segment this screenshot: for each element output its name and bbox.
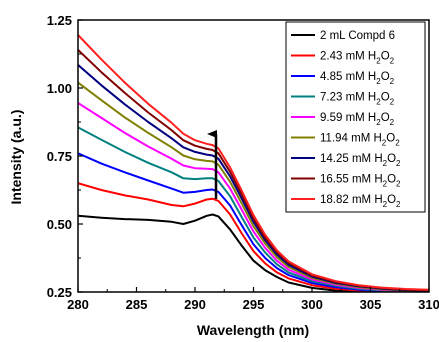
legend-entry: 18.82 mM H2O2 [320,194,401,209]
series-line-1 [78,182,414,292]
legend-entry: 2.43 mM H2O2 [320,51,395,66]
x-tick-label: 290 [184,297,206,312]
y-tick-label: 0.25 [47,285,72,300]
x-tick-label: 285 [126,297,148,312]
y-tick-label: 1.25 [47,13,72,28]
x-tick-label: 295 [243,297,265,312]
legend-entry: 16.55 mM H2O2 [320,174,401,189]
legend: 2 mL Compd 6 2.43 mM H2O2 4.85 mM H2O2 7.23… [285,21,426,213]
legend-entry: 4.85 mM H2O2 [320,71,395,86]
x-tick-label: 305 [360,297,382,312]
legend-entry: 7.23 mM H2O2 [320,92,395,107]
legend-entry: 2 mL Compd 6 [320,30,395,42]
x-tick-label: 310 [418,297,439,312]
y-axis-title: Intensity (a.u.) [8,110,24,205]
legend-entry: 11.94 mM H2O2 [320,133,400,148]
x-tick-label: 300 [301,297,323,312]
x-axis: 280 285 290 295 300 305 310 [67,287,439,312]
y-tick-label: 0.75 [47,149,72,164]
series-line-8 [78,34,429,291]
x-tick-label: 280 [67,297,89,312]
y-tick-label: 1.00 [47,81,72,96]
y-tick-label: 0.50 [47,217,72,232]
legend-entry: 9.59 mM H2O2 [320,112,395,127]
legend-entry: 14.25 mM H2O2 [320,153,401,168]
series-line-2 [78,152,429,292]
y-axis: 0.25 0.50 0.75 1.00 1.25 [47,13,83,300]
series-layer [78,34,429,292]
x-axis-title: Wavelength (nm) [197,322,309,338]
